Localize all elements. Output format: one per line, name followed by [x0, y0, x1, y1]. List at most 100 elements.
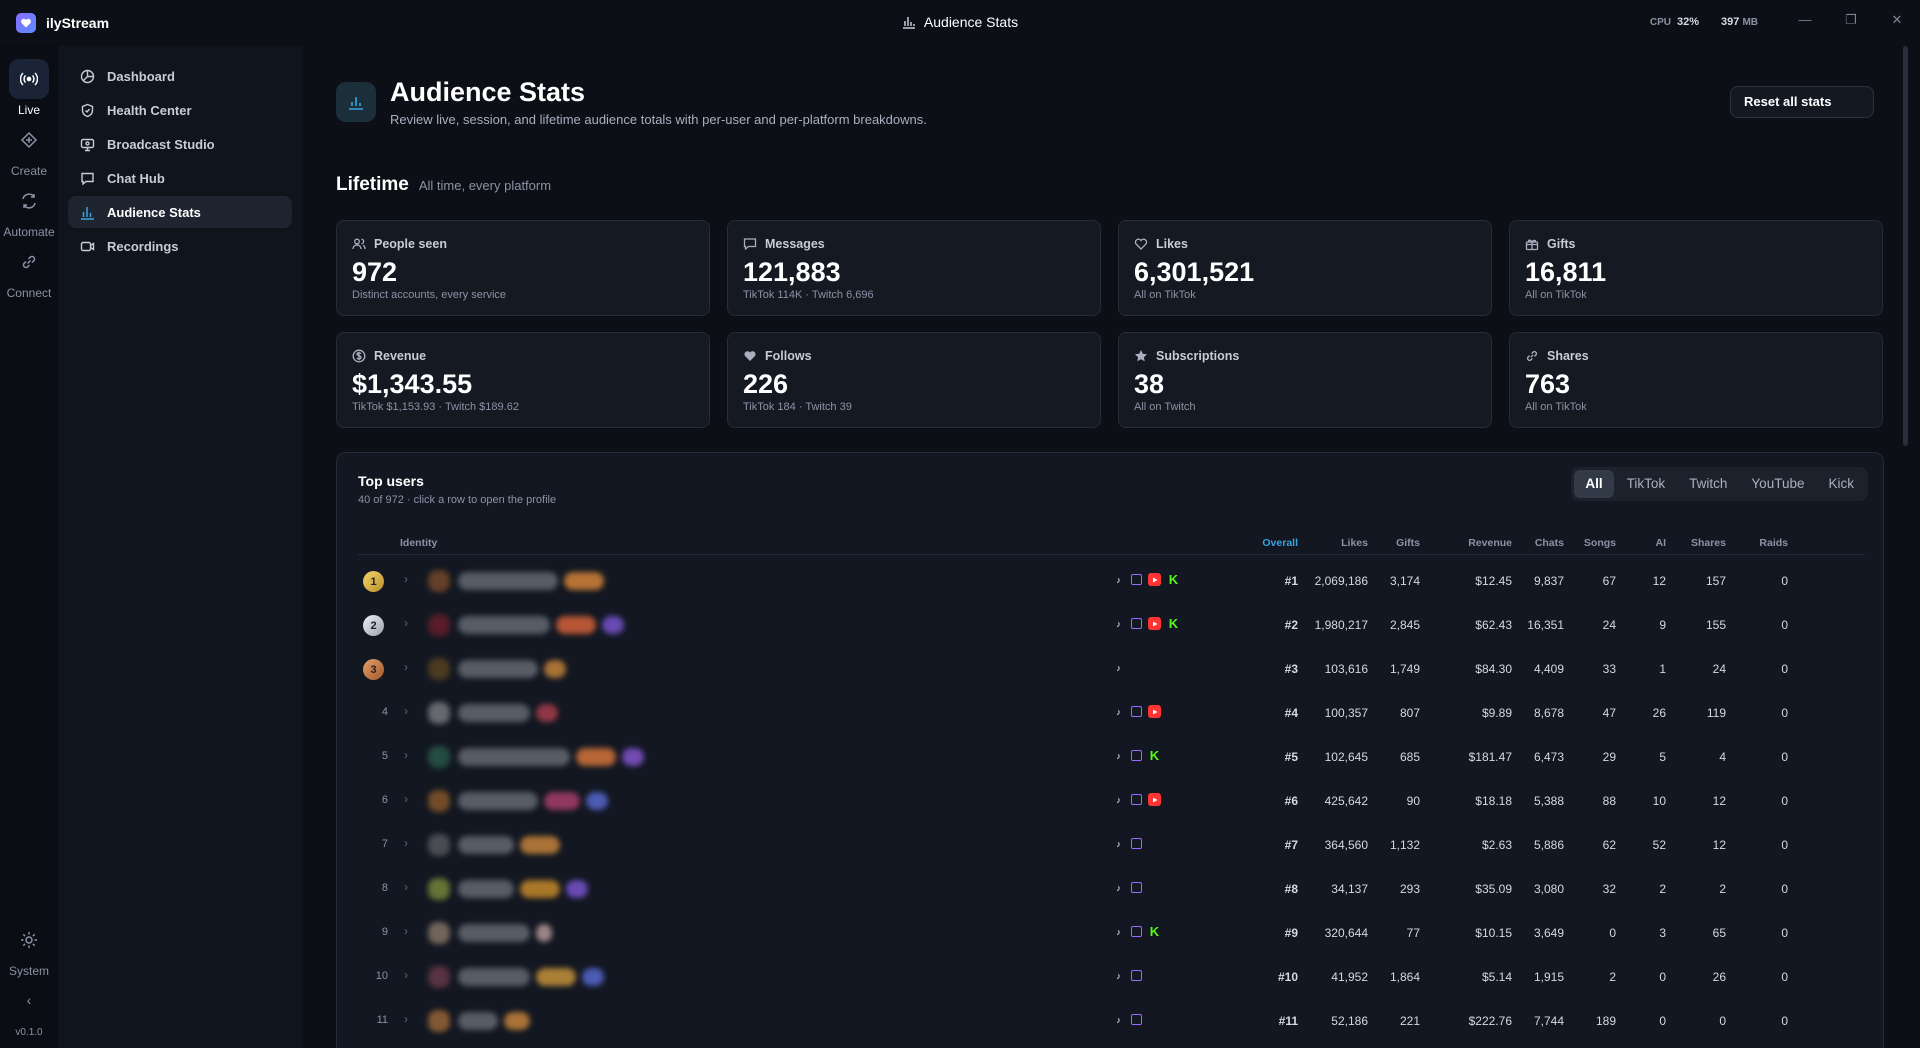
cell-shares: 155: [1705, 618, 1726, 632]
sidebar-item-broadcast-studio[interactable]: Broadcast Studio: [68, 128, 292, 160]
tiktok-icon: ♪: [1116, 750, 1121, 761]
close-icon[interactable]: ✕: [1891, 12, 1903, 27]
expand-chevron-icon[interactable]: ›: [404, 748, 408, 762]
avatar: [428, 614, 450, 636]
cell-overall: #11: [1278, 1014, 1298, 1028]
expand-chevron-icon[interactable]: ›: [404, 660, 408, 674]
column-gifts[interactable]: Gifts: [1396, 537, 1420, 549]
column-likes[interactable]: Likes: [1341, 537, 1368, 549]
cell-songs: 2: [1609, 970, 1616, 984]
card-label: People seen: [374, 237, 447, 251]
rank-number: 7: [381, 838, 388, 850]
scrollbar-thumb[interactable]: [1903, 46, 1908, 446]
table-row[interactable]: 5 › ♪ K #5 102,645 685 $181.47 6,473 29 5 4 0: [358, 735, 1865, 779]
table-row[interactable]: 7 › ♪ #7 364,560 1,132 $2.63 5,886 62 52 12 0: [358, 823, 1865, 867]
identity-name-redacted: [458, 660, 538, 678]
rail-item-live[interactable]: Live: [0, 59, 58, 117]
expand-chevron-icon[interactable]: ›: [404, 836, 408, 850]
cell-revenue: $9.89: [1481, 706, 1512, 720]
cell-revenue: $18.18: [1475, 794, 1512, 808]
expand-chevron-icon[interactable]: ›: [404, 924, 408, 938]
expand-chevron-icon[interactable]: ›: [404, 616, 408, 630]
lifetime-cards: People seen 972 Distinct accounts, every…: [336, 220, 1884, 428]
window-controls: — ❐ ✕: [1798, 12, 1904, 28]
cell-shares: 12: [1712, 794, 1726, 808]
card-label: Likes: [1156, 237, 1188, 251]
app-version: v0.1.0: [15, 1027, 43, 1038]
cell-shares: 0: [1719, 1014, 1726, 1028]
platform-icons: ♪ K: [1112, 616, 1180, 631]
dashboard-icon: [80, 69, 95, 83]
column-shares[interactable]: Shares: [1690, 537, 1726, 549]
cell-raids: 0: [1781, 750, 1788, 764]
rail-item-connect[interactable]: Connect: [0, 242, 58, 300]
expand-chevron-icon[interactable]: ›: [404, 968, 408, 982]
column-identity[interactable]: Identity: [400, 537, 438, 549]
card-subtext: TikTok 114K · Twitch 6,696: [743, 289, 874, 301]
rail-item-system[interactable]: System: [0, 920, 58, 978]
expand-chevron-icon[interactable]: ›: [404, 704, 408, 718]
rank-number: 11: [376, 1014, 388, 1026]
table-row[interactable]: 8 › ♪ #8 34,137 293 $35.09 3,080 32 2 2 0: [358, 867, 1865, 911]
minimize-icon[interactable]: —: [1798, 12, 1812, 27]
expand-chevron-icon[interactable]: ›: [404, 792, 408, 806]
maximize-icon[interactable]: ❐: [1845, 12, 1857, 27]
filter-twitch[interactable]: Twitch: [1689, 476, 1728, 491]
youtube-icon: [1148, 705, 1161, 718]
table-row[interactable]: 10 › ♪ #10 41,952 1,864 $5.14 1,915 2 0 26 0: [358, 955, 1865, 999]
collapse-chevron-icon[interactable]: ‹: [26, 992, 32, 1008]
filter-all[interactable]: All: [1574, 470, 1614, 498]
rail-label: Create: [10, 164, 48, 178]
table-row[interactable]: 4 › ♪ #4 100,357 807 $9.89 8,678 47 26 119 0: [358, 691, 1865, 735]
top-users-panel: Top users 40 of 972 · click a row to ope…: [336, 452, 1884, 1048]
column-chats[interactable]: Chats: [1534, 537, 1564, 549]
cell-shares: 65: [1712, 926, 1726, 940]
scrollbar[interactable]: [1902, 46, 1910, 1048]
twitch-icon: [1131, 926, 1142, 937]
column-revenue[interactable]: Revenue: [1468, 537, 1512, 549]
sidebar-item-health-center[interactable]: Health Center: [68, 94, 292, 126]
monitor-icon: [80, 138, 95, 151]
expand-chevron-icon[interactable]: ›: [404, 572, 408, 586]
filter-kick[interactable]: Kick: [1828, 476, 1854, 491]
lifetime-section-header: Lifetime All time, every platform: [336, 174, 551, 196]
avatar: [428, 922, 450, 944]
stat-card-people-seen: People seen 972 Distinct accounts, every…: [336, 220, 710, 316]
sidebar-item-chat-hub[interactable]: Chat Hub: [68, 162, 292, 194]
cell-revenue: $62.43: [1475, 618, 1512, 632]
chat-icon: [81, 172, 94, 185]
cell-likes: 2,069,186: [1314, 574, 1368, 588]
cell-raids: 0: [1781, 574, 1788, 588]
table-header: Identity Overall Likes Gifts Revenue Cha…: [358, 533, 1865, 555]
filter-youtube[interactable]: YouTube: [1751, 476, 1805, 491]
table-row[interactable]: 2 › ♪ K #2 1,980,217 2,845 $62.43 16,351 24 9 155 0: [358, 603, 1865, 647]
column-raids[interactable]: Raids: [1759, 537, 1788, 549]
sidebar-item-recordings[interactable]: Recordings: [68, 230, 292, 262]
cell-revenue: $181.47: [1468, 750, 1512, 764]
platform-icons: ♪: [1112, 793, 1161, 806]
expand-chevron-icon[interactable]: ›: [404, 1012, 408, 1026]
cell-shares: 119: [1706, 706, 1726, 720]
expand-chevron-icon[interactable]: ›: [404, 880, 408, 894]
bar-chart-icon: [336, 82, 376, 122]
column-overall[interactable]: Overall: [1262, 537, 1298, 549]
column-songs[interactable]: Songs: [1583, 537, 1616, 549]
table-row[interactable]: 3 › ♪ #3 103,616 1,749 $84.30 4,409 33 1 24 0: [358, 647, 1865, 691]
identity-badge: [586, 792, 608, 810]
cell-ai: 2: [1659, 882, 1666, 896]
table-row[interactable]: 9 › ♪ K #9 320,644 77 $10.15 3,649 0 3 65 0: [358, 911, 1865, 955]
rail-item-create[interactable]: Create: [0, 120, 58, 178]
column-ai[interactable]: AI: [1655, 537, 1667, 549]
message-icon: [743, 238, 757, 251]
sidebar-item-dashboard[interactable]: Dashboard: [68, 60, 292, 92]
rail-item-automate[interactable]: Automate: [0, 181, 58, 239]
filter-tiktok[interactable]: TikTok: [1626, 476, 1666, 491]
cell-ai: 10: [1652, 794, 1666, 808]
table-row[interactable]: 6 › ♪ #6 425,642 90 $18.18 5,388 88 10 12 0: [358, 779, 1865, 823]
table-row[interactable]: 11 › ♪ #11 52,186 221 $222.76 7,744 189 0 0 0: [358, 999, 1865, 1043]
stat-card-gifts: Gifts 16,811 All on TikTok: [1509, 220, 1883, 316]
sidebar-item-audience-stats[interactable]: Audience Stats: [68, 196, 292, 228]
table-row[interactable]: 1 › ♪ K #1 2,069,186 3,174 $12.45 9,837 67 12 157 0: [358, 559, 1865, 603]
cell-gifts: 293: [1399, 882, 1420, 896]
reset-all-stats-button[interactable]: Reset all stats: [1730, 86, 1874, 118]
